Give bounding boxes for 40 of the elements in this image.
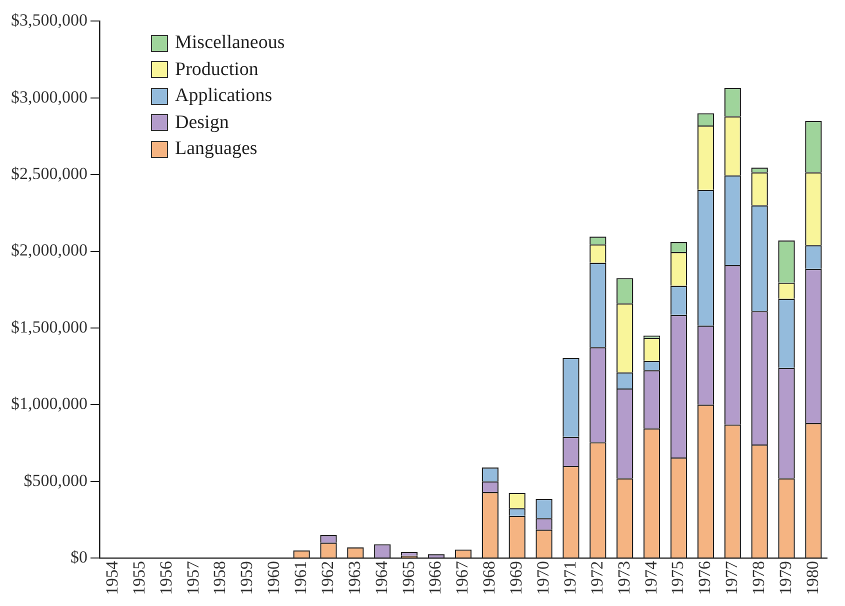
legend-label: Design [175, 112, 229, 134]
y-tick-label: $2,000,000 [11, 240, 88, 260]
y-tick-label: $3,500,000 [11, 10, 88, 30]
x-tick-label: 1976 [695, 561, 714, 595]
y-tick-label: $1,000,000 [11, 394, 88, 414]
legend-label: Languages [175, 138, 258, 160]
y-tick-label: $0 [70, 547, 88, 566]
x-tick-label: 1970 [534, 561, 553, 595]
x-tick-label: 1966 [426, 561, 445, 595]
x-tick-label: 1963 [344, 561, 364, 595]
x-tick-label: 1959 [237, 561, 256, 595]
x-tick-label: 1955 [129, 561, 148, 595]
x-tick-label: 1965 [398, 561, 418, 595]
legend-label: Production [175, 58, 258, 81]
x-tick-label: 1957 [183, 560, 202, 595]
x-tick-label: 1969 [506, 561, 526, 595]
x-tick-label: 1958 [210, 561, 230, 595]
y-tick-label: $1,500,000 [11, 317, 88, 336]
x-tick-label: 1967 [452, 560, 472, 595]
x-tick-label: 1974 [641, 560, 660, 595]
x-tick-label: 1979 [776, 561, 795, 595]
legend-label: Miscellaneous [175, 32, 285, 54]
x-tick-label: 1977 [722, 560, 742, 595]
x-tick-label: 1973 [614, 561, 634, 595]
x-tick-label: 1968 [480, 561, 499, 595]
y-tick-label: $2,500,000 [11, 164, 88, 184]
x-tick-label: 1980 [802, 561, 822, 595]
x-tick-label: 1972 [587, 561, 606, 595]
x-tick-label: 1978 [749, 561, 768, 595]
x-tick-label: 1964 [372, 560, 391, 595]
x-tick-label: 1975 [668, 561, 688, 595]
x-tick-label: 1956 [156, 561, 176, 595]
y-tick-label: $3,000,000 [11, 87, 88, 106]
x-tick-label: 1960 [264, 561, 284, 595]
y-tick-label: $500,000 [24, 470, 88, 490]
x-tick-label: 1971 [560, 561, 580, 595]
legend-label: Applications [175, 85, 272, 108]
x-tick-label: 1954 [102, 560, 122, 595]
x-tick-label: 1961 [291, 561, 310, 595]
x-tick-label: 1962 [318, 561, 337, 595]
